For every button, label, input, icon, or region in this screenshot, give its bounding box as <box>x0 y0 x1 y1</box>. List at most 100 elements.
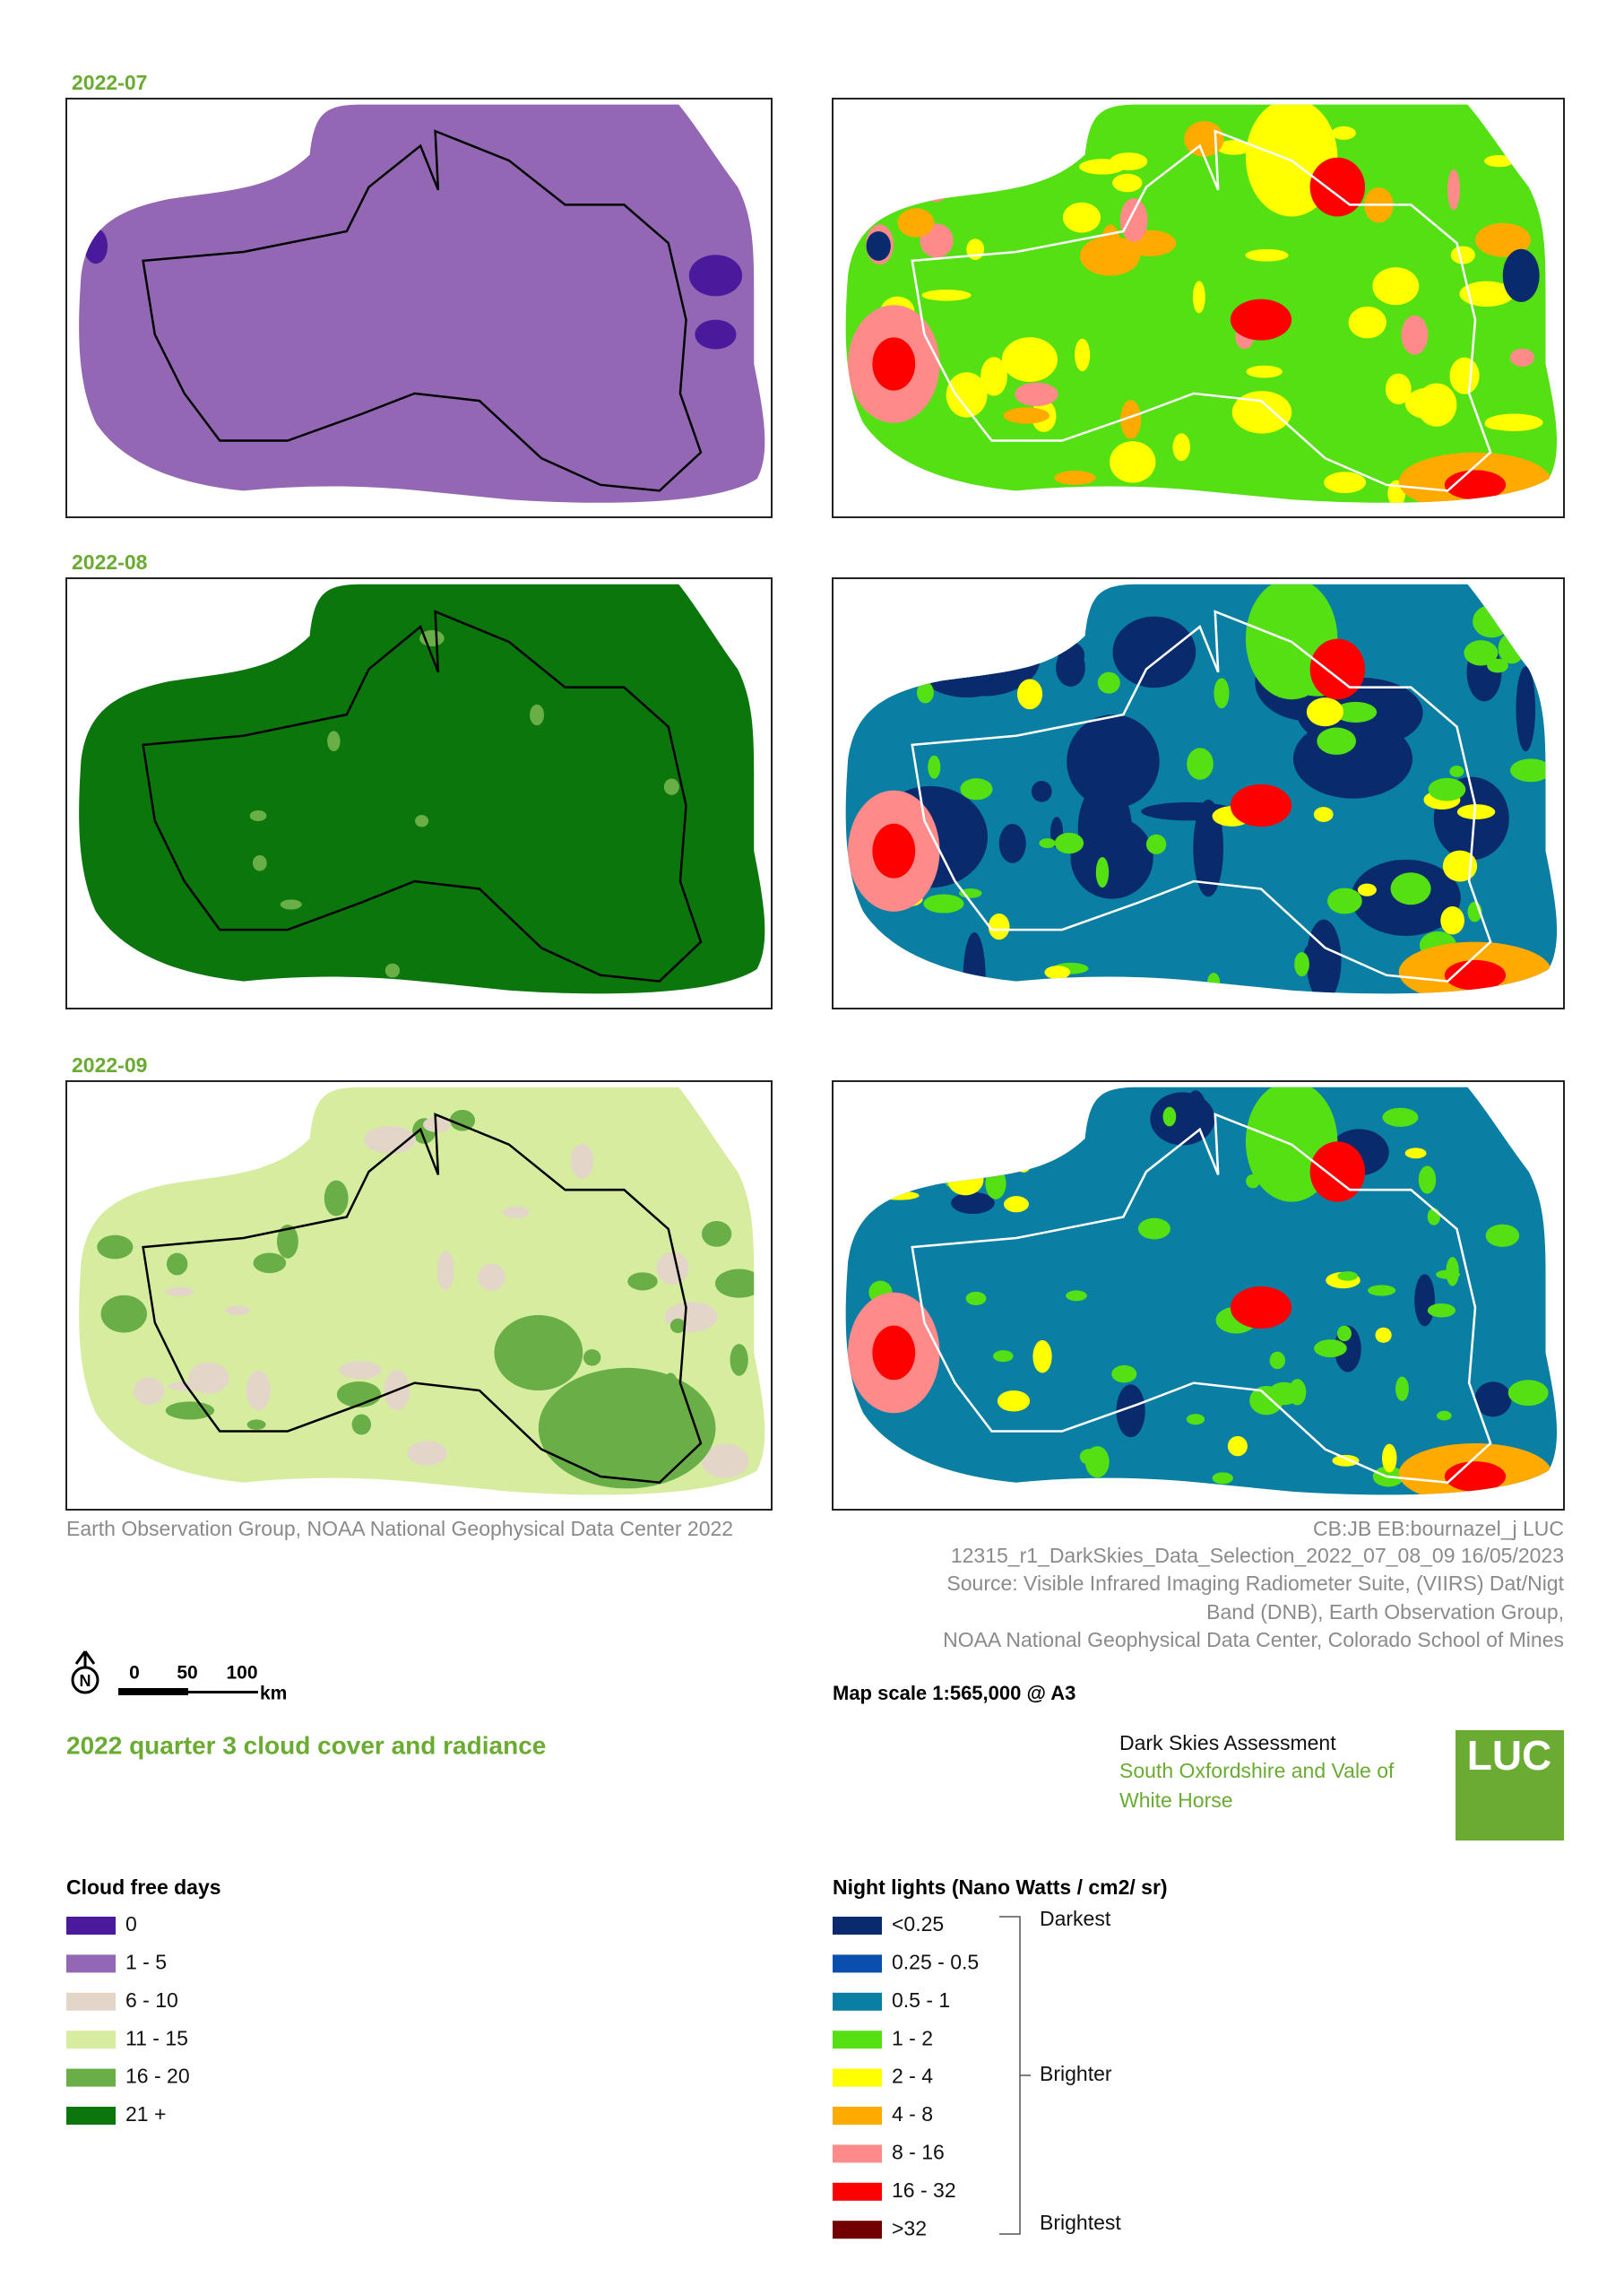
month-label: 2022-09 <box>72 1053 147 1077</box>
raster-patch <box>351 1414 372 1435</box>
sheet-title: 2022 quarter 3 cloud cover and radiance <box>66 1731 546 1759</box>
raster-patch <box>921 289 972 301</box>
raster-patch <box>946 372 988 418</box>
raster-patch <box>449 1110 476 1131</box>
raster-patch <box>1385 373 1412 405</box>
legend-swatch <box>833 1917 882 1935</box>
map-scale: Map scale 1:565,000 @ A3 <box>833 1682 1075 1704</box>
legend-swatch <box>833 2031 882 2049</box>
raster-patch <box>1184 1090 1207 1139</box>
raster-patch <box>436 1251 454 1291</box>
cloud-map <box>79 104 765 503</box>
raster-patch <box>1382 1107 1419 1127</box>
raster-patch <box>1414 1274 1435 1327</box>
raster-patch <box>993 1350 1014 1363</box>
raster-patch <box>165 1401 215 1420</box>
raster-patch <box>364 1125 417 1154</box>
raster-patch <box>225 1305 250 1316</box>
raster-patch <box>1084 1446 1110 1478</box>
raster-patch <box>878 1191 920 1200</box>
raster-patch <box>1245 248 1289 262</box>
raster-patch <box>1186 1414 1205 1425</box>
raster-patch <box>1015 382 1058 407</box>
scale-label: 100 <box>226 1663 257 1684</box>
raster-patch <box>1216 140 1252 155</box>
raster-patch <box>407 1441 447 1466</box>
district-boundary <box>911 129 1492 492</box>
raster-patch <box>1381 1443 1397 1473</box>
raster-patch <box>1187 748 1214 780</box>
raster-patch <box>1436 1410 1452 1421</box>
legend-swatch <box>66 2068 116 2087</box>
raster-patch <box>997 1390 1031 1412</box>
cloud-map <box>79 1087 765 1495</box>
raster-patch <box>246 1370 271 1411</box>
raster-patch <box>1450 246 1475 264</box>
raster-patch <box>503 1206 530 1218</box>
raster-patch <box>1444 1461 1507 1492</box>
raster-patch <box>1326 888 1362 914</box>
raster-patch <box>1404 1148 1427 1159</box>
raster-patch <box>1444 470 1507 500</box>
raster-patch <box>478 1263 505 1291</box>
raster-patch <box>965 1291 987 1305</box>
raster-patch <box>1334 701 1378 723</box>
raster-patch <box>730 1344 748 1376</box>
raster-patch <box>1054 471 1096 485</box>
raster-patch <box>669 1318 686 1333</box>
raster-patch <box>1075 338 1091 372</box>
raster-patch <box>1048 109 1083 147</box>
raster-patch <box>1120 400 1142 439</box>
raster-patch <box>1456 804 1496 820</box>
raster-patch <box>1459 281 1515 307</box>
radiance-map <box>845 104 1558 503</box>
legend-swatch <box>833 2221 882 2239</box>
raster-patch <box>1003 1196 1029 1213</box>
raster-patch <box>1309 1141 1366 1202</box>
credit: Earth Observation Group, NOAA National G… <box>66 1517 733 1540</box>
raster-patch <box>83 228 108 264</box>
raster-patch <box>1390 872 1431 905</box>
raster-patch <box>920 158 952 203</box>
raster-patch <box>1510 584 1535 646</box>
raster-patch <box>1212 1472 1233 1485</box>
raster-patch <box>1427 1303 1456 1318</box>
raster-patch <box>1357 883 1377 896</box>
scale-bar <box>188 1691 258 1693</box>
legend-label: 16 - 32 <box>892 2178 956 2202</box>
raster-patch <box>168 1381 215 1391</box>
raster-patch <box>1487 658 1508 673</box>
legend-label: 2 - 4 <box>892 2065 933 2088</box>
raster-patch <box>1095 856 1110 888</box>
raster-patch <box>1395 1376 1409 1401</box>
legend-label: >32 <box>892 2216 927 2239</box>
raster-patch <box>1348 306 1386 339</box>
raster-patch <box>1473 604 1511 638</box>
raster-patch <box>1112 616 1196 688</box>
raster-patch <box>336 1381 382 1408</box>
raster-patch <box>166 1252 188 1276</box>
project-area: South Oxfordshire and Vale of <box>1119 1759 1395 1782</box>
raster-patch <box>1039 838 1056 848</box>
legend-label: 21 + <box>125 2102 166 2126</box>
bracket-label: Brighter <box>1040 2062 1112 2085</box>
legend-label: 4 - 8 <box>892 2102 933 2126</box>
scale-label: 0 <box>129 1663 140 1684</box>
scale-label: 50 <box>177 1663 197 1684</box>
raster-patch <box>938 601 956 629</box>
legend-label: 0 <box>125 1912 137 1936</box>
raster-patch <box>882 1113 925 1136</box>
raster-patch <box>1016 679 1043 710</box>
legend-swatch <box>833 2107 882 2125</box>
map-frame <box>832 577 1565 1009</box>
legend-label: 11 - 15 <box>125 2026 188 2049</box>
raster-patch <box>1368 1285 1396 1296</box>
raster-patch <box>1116 1384 1145 1438</box>
raster-patch <box>917 681 934 704</box>
legend-swatch <box>66 1917 116 1935</box>
raster-patch <box>1502 248 1540 302</box>
raster-patch <box>701 1220 732 1247</box>
raster-patch <box>897 208 935 238</box>
legend-swatch <box>66 2107 116 2125</box>
